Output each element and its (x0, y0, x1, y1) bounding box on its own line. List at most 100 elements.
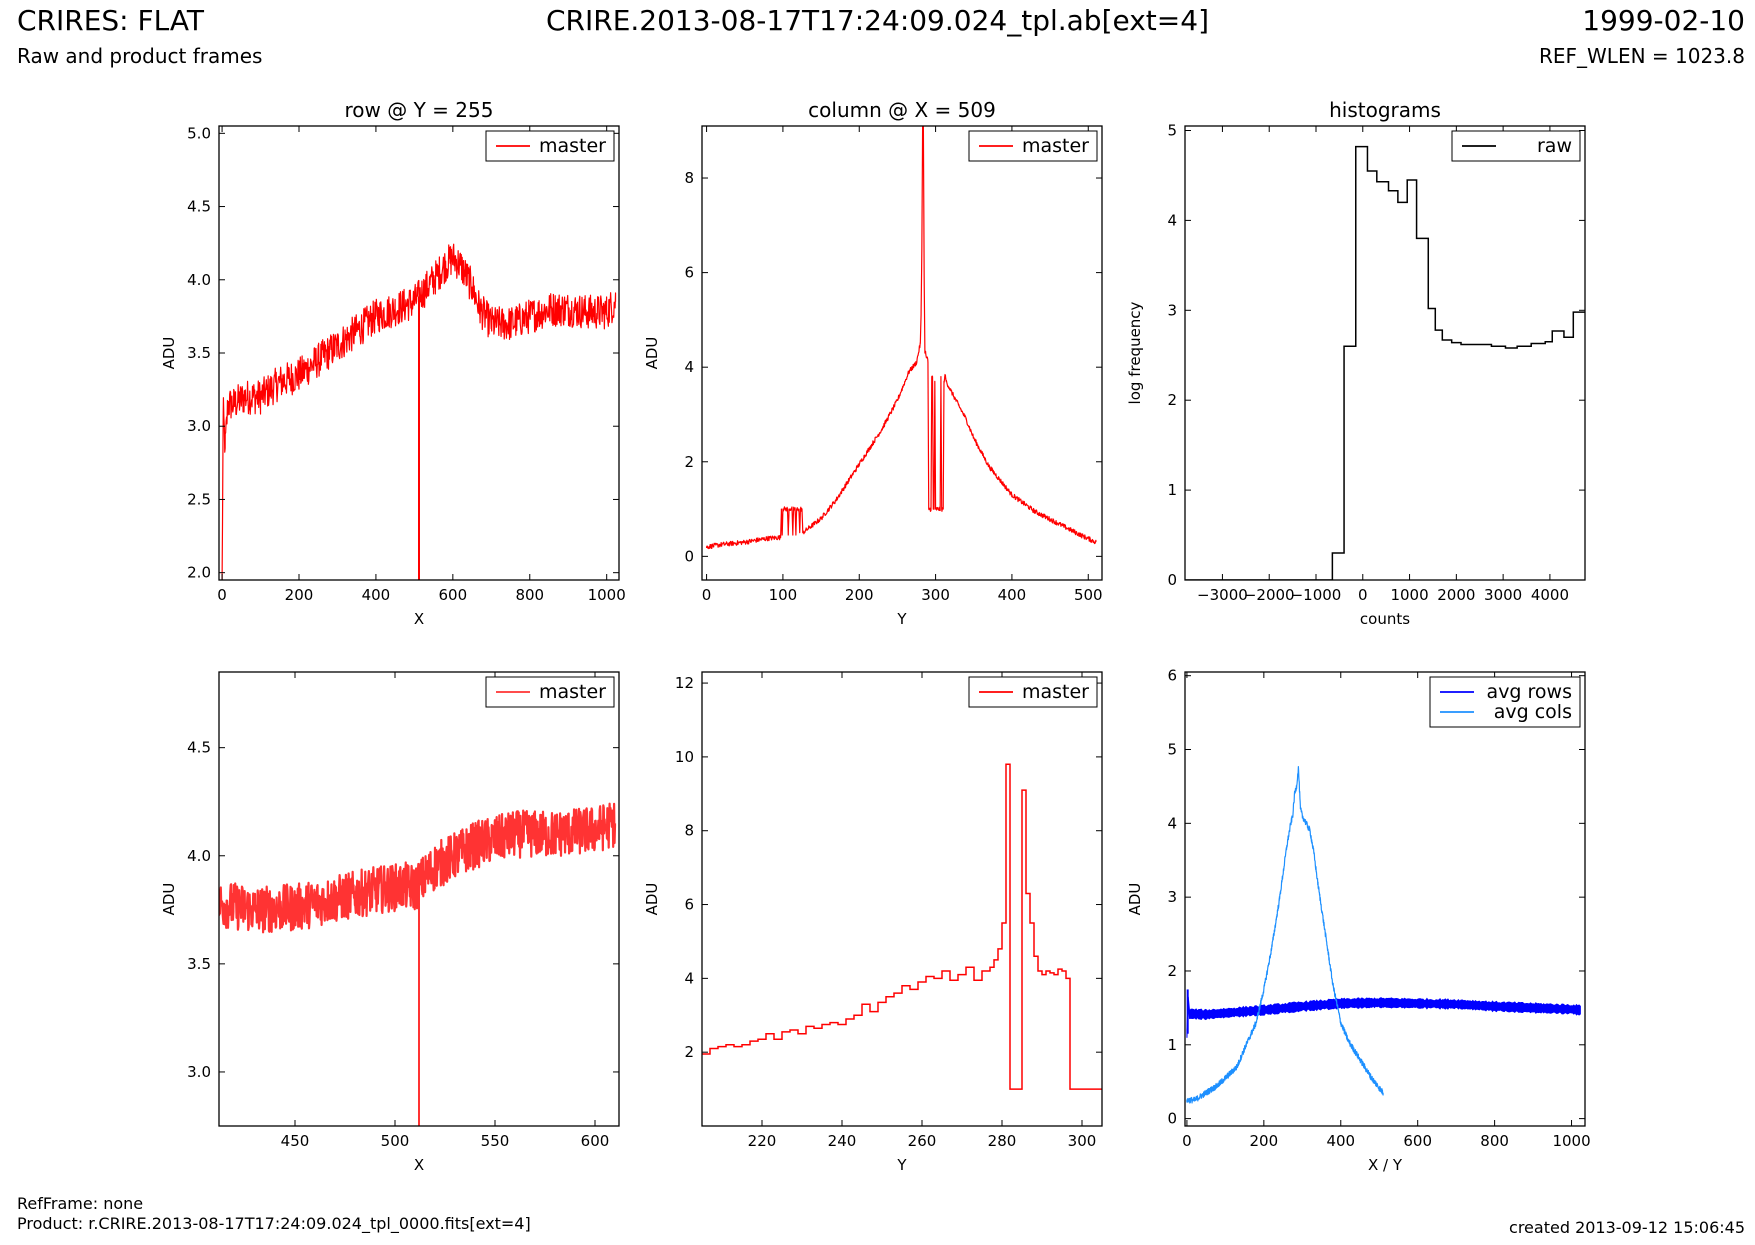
x-tick-label: 300 (1068, 1132, 1097, 1150)
y-tick-label: 5 (1167, 121, 1177, 139)
y-axis-label: ADU (160, 883, 178, 916)
x-tick-label: 200 (845, 586, 874, 604)
y-axis-label: log frequency (1126, 301, 1144, 404)
x-tick-label: 2000 (1437, 586, 1475, 604)
chart-title: histograms (1329, 98, 1441, 122)
y-tick-label: 6 (1167, 667, 1177, 685)
x-tick-label: 260 (908, 1132, 937, 1150)
x-axis-label: X (414, 1156, 424, 1174)
chart-panel-2: 0 100 200 300 400 500 0 2 4 6 8 column @ X = 509 Y AD… (643, 98, 1103, 628)
x-axis-label: X / Y (1368, 1156, 1403, 1174)
y-tick-label: 1 (1167, 1036, 1177, 1054)
date-label: 1999-02-10 (1582, 4, 1745, 37)
y-tick-label: 4 (684, 358, 694, 376)
y-tick-label: 4.5 (187, 739, 211, 757)
x-tick-label: 400 (362, 586, 391, 604)
chart-panel-4: 450 500 550 600 3.0 3.5 4.0 4.5 X ADU master (160, 671, 620, 1174)
x-tick-label: 100 (769, 586, 798, 604)
y-tick-label: 6 (684, 264, 694, 282)
y-tick-label: 2 (684, 1043, 694, 1061)
x-tick-label: 200 (285, 586, 314, 604)
y-tick-label: 3.0 (187, 417, 211, 435)
x-tick-label: 800 (1480, 1132, 1509, 1150)
footer-refframe: RefFrame: none (17, 1194, 144, 1213)
y-tick-label: 3.0 (187, 1063, 211, 1081)
y-tick-label: 8 (684, 822, 694, 840)
x-tick-label: 1000 (1552, 1132, 1590, 1150)
chart-title: row @ Y = 255 (345, 98, 494, 122)
plot-area (221, 243, 617, 580)
legend-label: avg rows (1487, 681, 1572, 703)
x-tick-label: 0 (1182, 1132, 1192, 1150)
y-tick-label: 4 (1167, 211, 1177, 229)
x-tick-label: 600 (1403, 1132, 1432, 1150)
chart-title: column @ X = 509 (808, 98, 996, 122)
x-tick-label: 4000 (1531, 586, 1569, 604)
x-tick-label: 450 (281, 1132, 310, 1150)
series-raw-line (1185, 145, 1585, 580)
chart-panel-3: −3000−2000−1000 0 1000 2000 3000 4000 0 1 2 3 4 5 hi… (1126, 98, 1586, 628)
y-tick-label: 2.0 (187, 564, 211, 582)
x-tick-label: 200 (1250, 1132, 1279, 1150)
footer-product: Product: r.CRIRE.2013-08-17T17:24:09.024… (17, 1214, 531, 1233)
legend-label: master (539, 681, 606, 703)
y-tick-label: 4 (684, 969, 694, 987)
plot-area (702, 763, 1102, 1090)
x-axis-label: Y (896, 610, 907, 628)
legend-label: avg cols (1494, 701, 1572, 723)
x-tick-label: 600 (581, 1132, 610, 1150)
plot-frame (1184, 671, 1586, 1127)
plot-frame (701, 671, 1103, 1127)
y-tick-label: 12 (675, 674, 694, 692)
series-master-line (219, 802, 617, 934)
plot-area (219, 802, 617, 1126)
series-avg-rows-band (1186, 996, 1581, 1038)
x-tick-label: −1000 (1291, 586, 1342, 604)
x-tick-label: 800 (515, 586, 544, 604)
series-master-line (702, 763, 1102, 1090)
x-tick-label: −2000 (1244, 586, 1295, 604)
x-tick-label: 550 (481, 1132, 510, 1150)
plot-area (705, 126, 1097, 550)
legend: raw (1451, 130, 1581, 162)
legend-label: master (539, 135, 606, 157)
legend-label: raw (1537, 135, 1572, 157)
x-tick-label: 600 (439, 586, 468, 604)
y-tick-label: 3.5 (187, 955, 211, 973)
x-tick-label: 240 (828, 1132, 857, 1150)
x-tick-label: 1000 (588, 586, 626, 604)
y-tick-label: 5.0 (187, 124, 211, 142)
series-master-line (221, 243, 617, 580)
series-master-line (705, 126, 1097, 550)
y-tick-label: 4.5 (187, 198, 211, 216)
chart-panel-6: 0 200 400 600 800 1000 0 1 2 3 4 5 6 X / Y ADU avg rows… (1126, 667, 1591, 1174)
x-tick-label: 0 (702, 586, 712, 604)
legend-label: master (1022, 681, 1089, 703)
x-tick-label: 3000 (1484, 586, 1522, 604)
plot-frame (218, 671, 620, 1127)
x-tick-label: 300 (921, 586, 950, 604)
legend-box (1429, 676, 1581, 728)
legend: master (485, 676, 615, 708)
x-axis-label: X (414, 610, 424, 628)
y-tick-label: 3 (1167, 888, 1177, 906)
x-tick-label: 500 (381, 1132, 410, 1150)
x-axis-label: counts (1360, 610, 1410, 628)
footer-created: created 2013-09-12 15:06:45 (1509, 1218, 1745, 1237)
y-tick-label: 1 (1167, 481, 1177, 499)
y-tick-label: 2 (684, 453, 694, 471)
plot-frame (1184, 125, 1586, 581)
legend-box (1451, 130, 1581, 162)
ref-wlen-label: REF_WLEN = 1023.8 (1538, 44, 1745, 68)
y-tick-label: 4.0 (187, 847, 211, 865)
series-avg-cols-line (1186, 766, 1384, 1104)
y-axis-label: ADU (643, 883, 661, 916)
x-tick-label: 220 (748, 1132, 777, 1150)
y-tick-label: 0 (1167, 1110, 1177, 1128)
y-tick-label: 2 (1167, 962, 1177, 980)
y-tick-label: 5 (1167, 741, 1177, 759)
plot-area (1185, 145, 1585, 580)
y-tick-label: 0 (684, 547, 694, 565)
y-tick-label: 2.5 (187, 490, 211, 508)
